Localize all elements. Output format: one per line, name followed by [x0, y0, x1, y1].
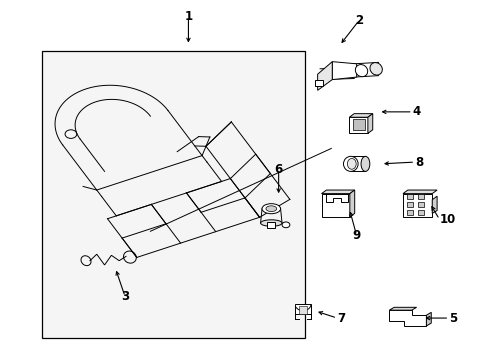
Text: 3: 3 [121, 290, 129, 303]
Circle shape [282, 222, 289, 228]
Ellipse shape [346, 158, 355, 169]
Bar [315, 80, 322, 86]
Polygon shape [349, 190, 354, 217]
Bar [406, 194, 412, 199]
Bar [348, 117, 367, 134]
Text: 9: 9 [352, 229, 360, 242]
Ellipse shape [360, 156, 369, 171]
Bar [417, 210, 423, 215]
Bar [267, 222, 275, 228]
Ellipse shape [355, 64, 367, 77]
Bar [406, 202, 412, 207]
Text: 2: 2 [354, 14, 363, 27]
Bar [299, 306, 306, 314]
Ellipse shape [260, 220, 282, 226]
Polygon shape [321, 190, 354, 194]
Bar [295, 305, 310, 315]
Ellipse shape [343, 156, 357, 171]
Ellipse shape [369, 63, 382, 75]
Bar [417, 194, 423, 199]
Text: 7: 7 [336, 311, 345, 325]
Text: 6: 6 [274, 163, 282, 176]
Polygon shape [367, 114, 372, 134]
Polygon shape [331, 62, 356, 80]
Bar [402, 194, 431, 217]
Polygon shape [426, 312, 430, 326]
Text: 5: 5 [448, 311, 457, 325]
Text: 1: 1 [184, 10, 192, 23]
Bar [417, 202, 423, 207]
Bar [352, 119, 364, 130]
Text: 10: 10 [439, 213, 455, 226]
Ellipse shape [262, 204, 280, 214]
Polygon shape [388, 310, 426, 326]
Ellipse shape [265, 206, 276, 212]
Bar [42, 51, 305, 338]
Polygon shape [431, 196, 436, 213]
Text: 8: 8 [414, 156, 423, 168]
Polygon shape [388, 307, 416, 310]
Text: 4: 4 [412, 105, 420, 118]
Polygon shape [402, 190, 436, 194]
Bar [321, 194, 349, 217]
Polygon shape [317, 62, 331, 90]
Polygon shape [348, 114, 372, 117]
Bar [406, 210, 412, 215]
